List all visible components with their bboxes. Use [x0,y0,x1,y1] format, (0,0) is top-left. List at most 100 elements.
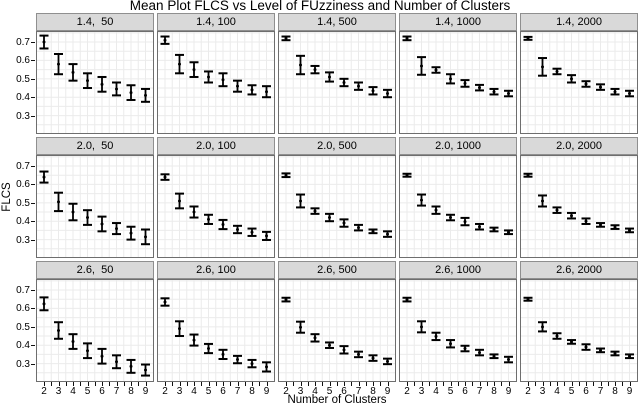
y-tick-label: 0.6 [16,55,30,67]
x-tick-mark [436,382,437,386]
x-tick-mark [307,382,309,386]
x-tick-label: 4 [312,386,318,397]
x-tick-mark [293,382,295,386]
strip-label: 1.4, 50 [76,16,114,28]
x-tick-mark [73,382,74,386]
panel-plot [279,280,395,381]
error-bar [538,57,547,77]
error-bar [523,296,533,302]
x-tick-label: 7 [113,386,120,397]
error-bar [402,296,412,303]
panel [278,155,396,258]
error-bar [325,71,334,83]
x-tick-mark [465,382,466,386]
x-tick-mark [421,382,423,386]
y-tick-mark [31,42,35,44]
error-bar [610,87,620,96]
x-tick-mark [215,382,217,386]
x-tick-label: 7 [597,386,604,397]
error-bar [489,226,499,233]
panel [36,279,154,382]
error-bar [141,228,150,246]
error-bar [354,81,363,91]
x-tick-mark [322,382,324,386]
x-tick-mark [116,382,118,386]
panel [399,155,517,258]
error-bar [68,63,78,82]
error-bar [504,229,513,236]
error-bar [339,218,349,228]
error-bar [368,228,378,235]
error-bar [310,333,320,343]
strip-label: 2.0, 50 [76,140,114,152]
x-tick-mark [51,382,53,386]
error-bar [504,89,513,98]
error-bar [262,361,271,373]
y-tick-mark [31,326,35,328]
error-bar [567,74,576,84]
x-tick-mark [266,382,268,386]
y-tick-mark [31,202,35,204]
x-tick-label: 4 [554,386,560,397]
x-tick-mark [286,382,287,386]
x-tick-label: 3 [297,386,304,397]
error-bar [489,87,499,96]
error-bar [68,202,78,222]
x-tick-label: 2 [162,386,168,397]
error-bar [431,331,441,342]
x-tick-mark [109,382,111,386]
x-tick-label: 3 [418,386,425,397]
panel-plot [521,280,637,381]
panel-plot [158,280,274,381]
error-bar [97,75,107,93]
y-tick-label: 0.7 [16,37,30,49]
y-tick-mark [31,60,35,62]
error-bar [233,79,242,93]
error-bar [625,89,634,98]
error-bar [204,213,213,225]
y-tick-label: 0.4 [16,216,30,228]
x-tick-mark [351,382,353,386]
error-bar [383,88,392,99]
error-bar [446,73,455,85]
x-tick-label: 6 [583,386,589,397]
y-tick-label: 0.7 [16,161,30,173]
panel [36,155,154,258]
x-tick-mark [586,382,587,386]
y-tick-label: 0.6 [16,303,30,315]
error-bar [39,34,49,50]
error-bar [54,321,63,340]
x-tick-mark [472,382,474,386]
error-bar [596,83,605,91]
error-bar [417,193,426,207]
error-bar [112,222,121,236]
x-tick-label: 3 [539,386,546,397]
error-bar [262,230,271,241]
x-tick-mark [58,382,60,386]
error-bar [160,173,170,181]
x-tick-mark [629,382,631,386]
error-bar [402,35,412,42]
panel-plot [521,32,637,133]
y-tick-mark [31,290,35,292]
x-tick-label: 5 [568,386,575,397]
x-tick-mark [252,382,253,386]
panel-strip: 1.4, 2000 [520,13,638,31]
x-tick-label: 9 [142,386,149,397]
x-tick-mark [123,382,125,386]
x-tick-mark [329,382,331,386]
error-bar [175,192,184,210]
panel [399,31,517,134]
panel-strip: 1.4, 1000 [399,13,517,31]
panel-strip: 1.4, 50 [36,13,154,31]
y-tick-label: 0.4 [16,340,30,352]
x-tick-mark [528,382,529,386]
x-tick-label: 6 [99,386,105,397]
x-tick-mark [165,382,166,386]
x-tick-mark [414,382,416,386]
x-tick-mark [407,382,408,386]
x-tick-mark [486,382,488,386]
error-bar [39,296,49,312]
error-bar [54,191,63,213]
panel-strip: 2.6, 2000 [520,261,638,279]
